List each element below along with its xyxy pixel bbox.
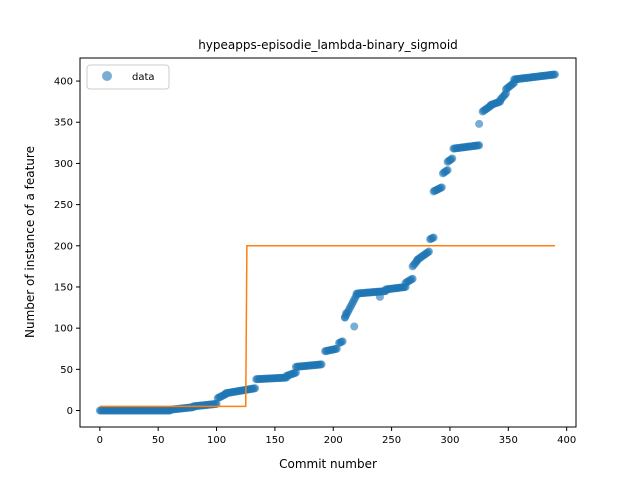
data-point bbox=[550, 70, 559, 79]
y-tick-label: 300 bbox=[54, 159, 73, 170]
data-point bbox=[338, 337, 347, 346]
data-point bbox=[429, 233, 438, 242]
legend-label-data: data bbox=[132, 72, 155, 83]
data-point bbox=[342, 309, 351, 318]
x-tick-label: 50 bbox=[152, 435, 165, 446]
x-tick-label: 150 bbox=[265, 435, 284, 446]
x-tick-label: 300 bbox=[440, 435, 459, 446]
data-point bbox=[317, 360, 326, 369]
data-point bbox=[375, 292, 384, 301]
x-axis-label: Commit number bbox=[279, 457, 377, 471]
y-tick-label: 50 bbox=[60, 365, 73, 376]
data-point bbox=[424, 247, 433, 256]
legend-marker-data bbox=[102, 71, 112, 81]
plot-area bbox=[95, 70, 559, 415]
fit-line bbox=[99, 245, 555, 408]
data-point bbox=[475, 141, 484, 150]
legend: data bbox=[86, 64, 170, 90]
y-tick-label: 250 bbox=[54, 200, 73, 211]
data-point bbox=[443, 166, 452, 175]
y-tick-label: 400 bbox=[54, 77, 73, 88]
data-point bbox=[448, 154, 457, 163]
chart-title: hypeapps-episodie_lambda-binary_sigmoid bbox=[198, 38, 458, 52]
x-tick-label: 100 bbox=[207, 435, 226, 446]
x-tick-label: 350 bbox=[499, 435, 518, 446]
x-tick-label: 0 bbox=[97, 435, 103, 446]
legend-box bbox=[86, 64, 170, 90]
y-axis-label: Number of instance of a feature bbox=[23, 146, 37, 338]
y-tick-label: 350 bbox=[54, 118, 73, 129]
data-point bbox=[475, 119, 484, 128]
data-point bbox=[251, 384, 260, 393]
x-tick-label: 400 bbox=[557, 435, 576, 446]
y-tick-label: 0 bbox=[67, 406, 73, 417]
y-tick-label: 100 bbox=[54, 324, 73, 335]
x-tick-label: 250 bbox=[382, 435, 401, 446]
x-axis: 0 50 100 150 200 250 300 350 400 bbox=[97, 427, 576, 446]
y-tick-label: 200 bbox=[54, 241, 73, 252]
x-tick-label: 200 bbox=[324, 435, 343, 446]
data-point bbox=[350, 322, 359, 331]
y-tick-label: 150 bbox=[54, 282, 73, 293]
y-axis: 0 50 100 150 200 250 300 350 400 bbox=[54, 77, 80, 417]
data-point bbox=[437, 183, 446, 192]
axes-frame bbox=[79, 57, 577, 428]
data-point bbox=[408, 274, 417, 283]
